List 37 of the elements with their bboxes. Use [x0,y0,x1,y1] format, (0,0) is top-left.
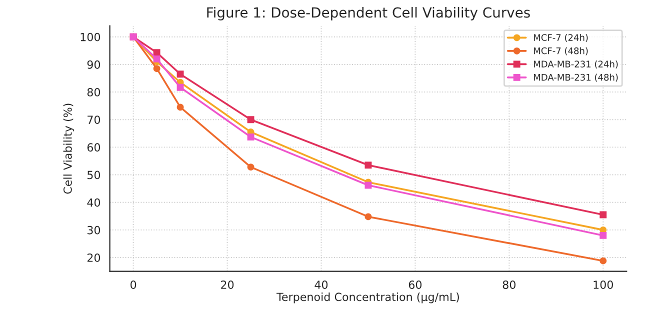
y-tick-label: 30 [88,226,100,234]
point [176,84,184,91]
point [176,70,184,78]
point [247,134,254,140]
y-tick-label: 40 [87,198,100,207]
y-tick-label: 100 [80,32,100,42]
chart-title: Figure 1: Dose-Dependent Cell Viability Curves [207,6,530,20]
point [364,213,372,220]
x-axis-title: Terpenoid Concentration (µg/mL) [276,292,459,304]
point [600,211,607,218]
x-tick-label: 40 [314,280,328,289]
point [364,182,372,189]
y-tick-label: 50 [88,170,100,180]
y-tick-label: 70 [88,116,100,124]
y-tick-label: 60 [87,143,100,152]
x-tick-label: 20 [221,280,234,289]
legend-label: MCF-7 (24h) [534,34,588,42]
point [247,116,254,124]
point [600,232,607,239]
x-tick-label: 100 [594,280,613,289]
legend-label: MDA-MB-231 (24h) [534,60,618,69]
x-tick-label: 60 [408,280,422,289]
point [247,164,254,171]
point [153,55,160,62]
y-axis-title: Cell Viability (%) [63,104,74,194]
point [600,257,607,264]
x-tick-label: 80 [502,280,516,289]
x-tick-label: 0 [130,280,136,289]
y-tick-label: 20 [87,254,100,262]
point [364,162,372,169]
legend-label: MDA-MB-231 (48h) [534,74,618,82]
point [176,104,184,111]
point [153,49,160,56]
point [153,65,160,72]
y-tick-label: 80 [87,88,100,96]
y-tick-label: 90 [87,60,100,69]
legend-label: MCF-7 (48h) [534,47,588,56]
